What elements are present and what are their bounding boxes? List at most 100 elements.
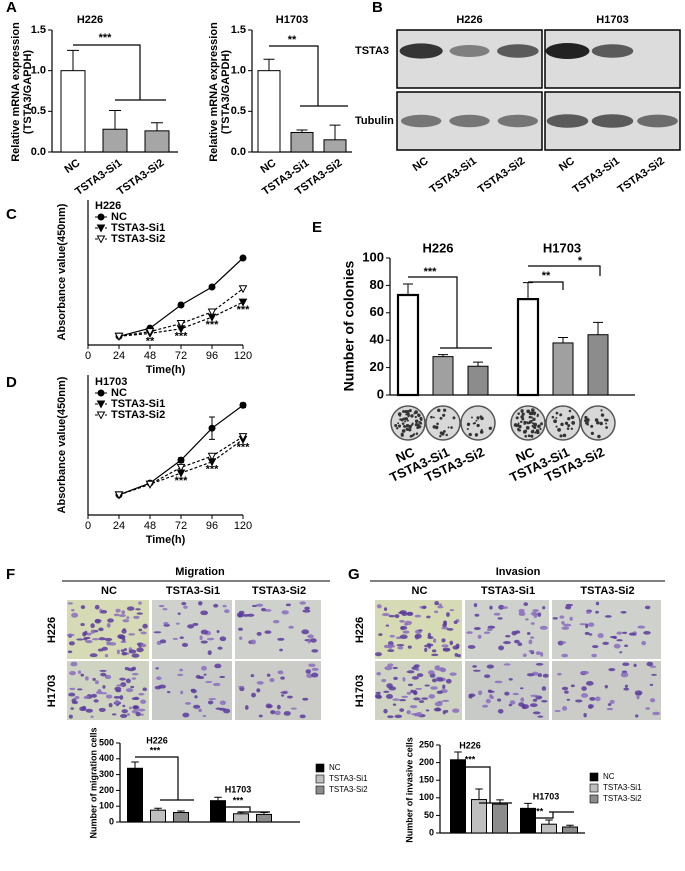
error-bar bbox=[475, 788, 483, 800]
cell bbox=[200, 629, 209, 635]
colony bbox=[447, 426, 450, 429]
cell bbox=[504, 691, 510, 696]
cell bbox=[414, 633, 422, 639]
cell bbox=[503, 663, 511, 666]
cell bbox=[441, 638, 446, 643]
blot-band bbox=[449, 114, 490, 128]
y-tick-label: 200 bbox=[99, 785, 114, 795]
x-tick-label: NC bbox=[393, 444, 417, 466]
bar bbox=[587, 334, 609, 396]
cell bbox=[650, 698, 656, 703]
cell bbox=[622, 631, 628, 635]
marker bbox=[96, 400, 106, 409]
colony bbox=[566, 427, 570, 430]
x-tick-label: 96 bbox=[206, 350, 218, 362]
error-bar bbox=[403, 283, 413, 295]
error-bar bbox=[109, 110, 121, 130]
y-tick-label: 1.5 bbox=[231, 24, 246, 36]
cell bbox=[637, 625, 646, 629]
bar bbox=[323, 139, 347, 153]
cell bbox=[90, 715, 94, 718]
cell bbox=[486, 664, 495, 669]
colony bbox=[516, 424, 520, 427]
colony bbox=[443, 429, 446, 433]
legend-title: H226 bbox=[95, 200, 121, 212]
cell bbox=[264, 609, 272, 612]
cell bbox=[140, 631, 147, 635]
cell bbox=[561, 686, 569, 691]
cell bbox=[181, 602, 187, 606]
lane-label: NC bbox=[557, 155, 577, 174]
colony bbox=[605, 426, 608, 429]
cell bbox=[250, 674, 255, 678]
cell bbox=[552, 617, 558, 620]
cell bbox=[311, 649, 319, 653]
significance-label: ** bbox=[146, 335, 155, 347]
cell bbox=[279, 648, 283, 652]
cell bbox=[156, 676, 162, 681]
panel-label: B bbox=[372, 0, 383, 16]
colony bbox=[399, 418, 402, 421]
y-tick-label: 0.0 bbox=[31, 146, 46, 158]
colony bbox=[416, 419, 419, 422]
colony bbox=[450, 426, 453, 429]
blot-band bbox=[591, 44, 634, 58]
series-line bbox=[118, 288, 244, 337]
cell bbox=[434, 610, 439, 614]
cell bbox=[575, 699, 583, 703]
cell bbox=[102, 685, 106, 689]
colony bbox=[402, 417, 406, 421]
colony bbox=[594, 418, 599, 422]
cell bbox=[135, 711, 141, 717]
cell bbox=[406, 691, 412, 695]
legend-swatch bbox=[589, 772, 599, 782]
cell bbox=[219, 675, 226, 678]
cell bbox=[131, 672, 139, 676]
colony bbox=[605, 422, 608, 425]
cell bbox=[588, 633, 593, 636]
colony bbox=[476, 423, 480, 428]
x-axis-label: Time(h) bbox=[146, 534, 186, 546]
marker bbox=[239, 401, 247, 409]
colony bbox=[564, 421, 569, 425]
cell bbox=[383, 607, 388, 611]
y-tick-label: 100 bbox=[419, 792, 434, 802]
colony bbox=[567, 417, 571, 421]
colony bbox=[432, 416, 435, 419]
cell bbox=[503, 641, 511, 645]
colony bbox=[407, 415, 410, 418]
cell bbox=[560, 641, 567, 644]
cell bbox=[256, 603, 264, 607]
cell bbox=[561, 621, 565, 625]
colony bbox=[520, 415, 524, 419]
cell bbox=[264, 630, 272, 634]
bar bbox=[471, 799, 487, 834]
cell bbox=[436, 665, 440, 669]
cell bbox=[239, 636, 243, 640]
cell bbox=[155, 667, 159, 670]
marker bbox=[114, 491, 124, 500]
cell bbox=[604, 684, 608, 689]
cell bbox=[624, 644, 629, 648]
cell bbox=[131, 666, 137, 671]
colony bbox=[415, 432, 419, 435]
bar bbox=[173, 812, 189, 823]
cell bbox=[418, 629, 423, 632]
cell bbox=[121, 651, 128, 656]
colony bbox=[526, 409, 530, 414]
colony bbox=[475, 419, 478, 422]
x-tick-label: 24 bbox=[113, 520, 125, 532]
colony bbox=[394, 424, 398, 428]
cell bbox=[269, 677, 275, 683]
cell bbox=[413, 697, 421, 701]
legend-label: NC bbox=[329, 763, 341, 772]
cell bbox=[397, 646, 404, 650]
colony bbox=[540, 422, 543, 425]
colony bbox=[480, 416, 484, 421]
cell bbox=[138, 692, 145, 696]
cell bbox=[645, 707, 650, 710]
cell bbox=[272, 619, 280, 624]
cell bbox=[205, 681, 213, 684]
cell bbox=[66, 633, 75, 637]
colony bbox=[513, 423, 518, 427]
